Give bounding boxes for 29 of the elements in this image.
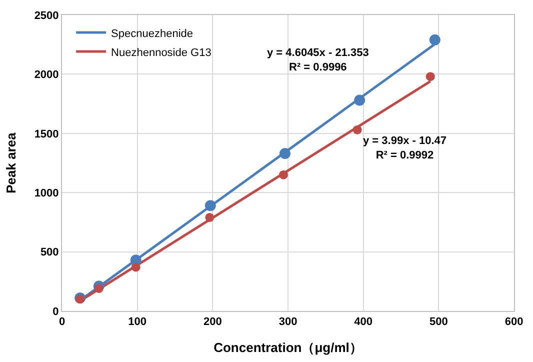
- point: [204, 200, 216, 212]
- point: [429, 34, 440, 46]
- x-axis-title: Concentration（μg/ml）: [214, 340, 362, 355]
- y-tick-label: 2500: [34, 10, 59, 22]
- x-tick-label: 400: [354, 316, 373, 328]
- x-tick-label: 300: [278, 316, 298, 328]
- legend-label: Specnuezhenide: [111, 28, 194, 40]
- y-tick-label: 1500: [34, 128, 59, 140]
- x-tick-label: 200: [203, 316, 222, 328]
- point: [205, 212, 214, 222]
- y-tick-label: 2000: [34, 69, 59, 82]
- y-tick-label: 1000: [34, 187, 59, 200]
- point: [279, 148, 290, 160]
- x-tick-label: 500: [429, 316, 448, 328]
- point: [131, 262, 140, 272]
- x-tick-label: 600: [504, 316, 524, 328]
- point: [354, 94, 366, 106]
- point: [426, 72, 435, 82]
- y-tick-label: 500: [40, 246, 59, 259]
- x-tick-label: 100: [128, 316, 147, 328]
- legend-label: Nuezhennoside G13: [111, 46, 212, 59]
- y-axis-title: Peak area: [3, 132, 18, 194]
- point: [278, 170, 288, 180]
- point: [352, 125, 362, 134]
- point: [76, 294, 85, 304]
- y-tick-label: 0: [52, 306, 59, 318]
- point: [94, 284, 104, 293]
- annotation: y = 4.6045x - 21.353 R² = 0.9996: [267, 47, 369, 74]
- annotation: y = 3.99x - 10.47 R² = 0.9992: [363, 135, 446, 162]
